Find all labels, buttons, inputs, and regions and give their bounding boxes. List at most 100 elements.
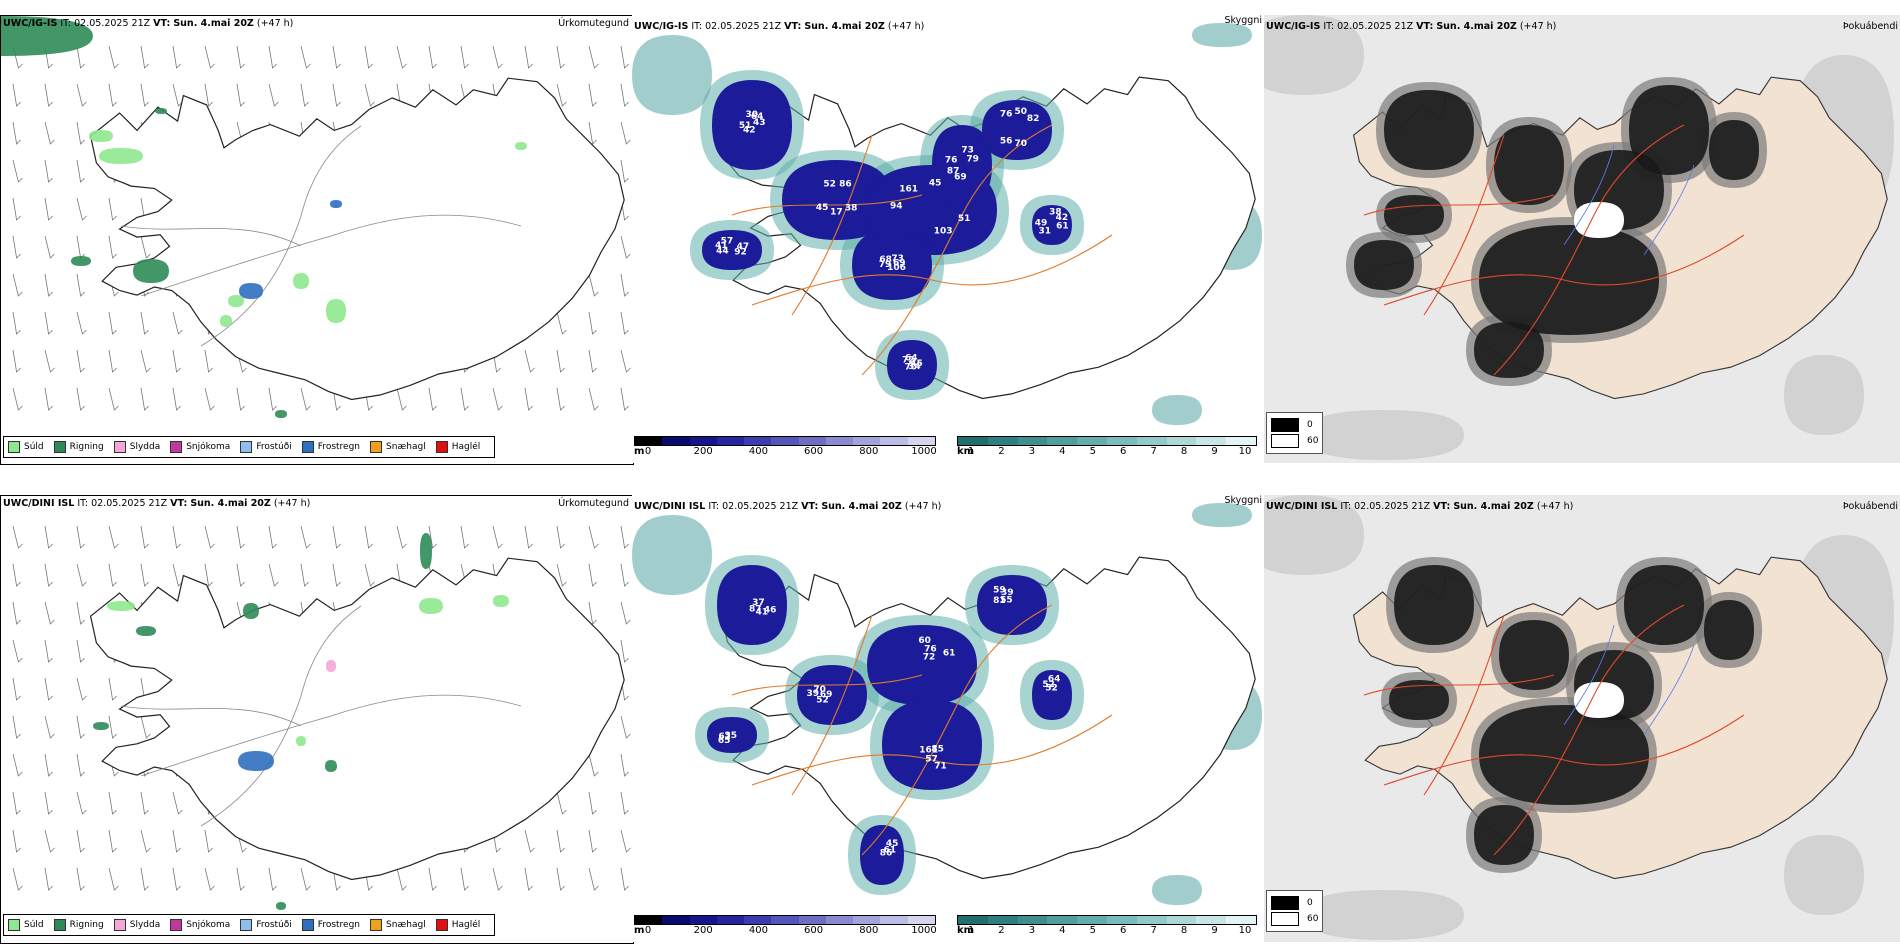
colorbar-step — [1077, 437, 1107, 445]
precip-area — [243, 603, 259, 619]
wind-barb — [620, 311, 629, 335]
wind-barb — [12, 563, 21, 587]
road — [200, 605, 362, 827]
precip-area — [93, 722, 109, 730]
wind-barb — [204, 45, 215, 69]
legend-item: Rigning — [53, 919, 104, 931]
visibility-colorbar: km 1 2 3 4 5 6 7 8 9 10 — [957, 436, 1257, 458]
wind-barb — [76, 867, 85, 891]
cloudbase-value: 44 — [716, 247, 729, 257]
colorbar-tick: 800 — [859, 446, 879, 457]
legend-item: Snæhagl — [370, 441, 426, 453]
wind-barb — [76, 601, 85, 625]
legend-swatch — [435, 919, 448, 931]
wind-barb — [428, 525, 437, 549]
panel-header: UWC/IG-IS IT: 02.05.2025 21Z VT: Sun. 4.… — [634, 21, 924, 32]
wind-barb — [524, 525, 533, 549]
wind-barb — [76, 639, 85, 663]
wind-barb — [76, 197, 87, 221]
wind-barb — [428, 45, 437, 69]
colorbar-step — [635, 916, 663, 924]
cloudbase-value: 56 — [1000, 137, 1013, 147]
wind-barb — [588, 753, 599, 777]
wind-barb — [44, 791, 53, 815]
wind-barb — [204, 525, 215, 549]
cloudbase-value: 76 — [924, 645, 937, 655]
colorbar-step — [1226, 437, 1256, 445]
road — [120, 705, 302, 727]
wind-barb — [332, 867, 341, 891]
wind-barb — [76, 715, 85, 739]
precip-legend: Súld Rigning Slydda Snjókoma Frostúði Frostre… — [3, 436, 496, 458]
colorbar-tick: 400 — [748, 925, 768, 936]
colorbar-step — [825, 916, 854, 924]
colorbar-step — [689, 437, 717, 445]
legend-swatch — [370, 919, 383, 931]
legend-label: Snjókoma — [186, 920, 231, 930]
colorbar-step — [853, 437, 881, 445]
wind-barb — [12, 121, 21, 145]
fog-legend-item: 0 — [1271, 418, 1318, 432]
wind-barb — [588, 563, 597, 587]
road — [861, 124, 1053, 376]
model-name: UWC/DINI ISL — [3, 498, 75, 509]
map-layer — [1, 16, 633, 464]
legend-swatch — [301, 919, 314, 931]
cloudbase-value: 70 — [1015, 139, 1028, 149]
wind-barb — [76, 273, 85, 297]
wind-barb — [556, 387, 565, 411]
wind-barb — [140, 45, 149, 69]
cloudbase-value: 52 — [816, 695, 829, 705]
cloudbase-value: 76 — [945, 156, 958, 166]
colorbar-tick: 8 — [1180, 446, 1188, 457]
wind-barb — [108, 83, 117, 107]
cloudbase-value: 39 — [807, 689, 820, 699]
cloudbase-value: 37 — [752, 598, 765, 608]
roads — [731, 604, 1113, 856]
cloudbase-value: 57 — [721, 237, 734, 247]
panel-header: UWC/DINI ISL IT: 02.05.2025 21Z VT: Sun.… — [3, 498, 310, 509]
colorbar-strip — [634, 915, 936, 925]
colorbar-step — [1106, 916, 1137, 924]
precip-area — [228, 295, 244, 307]
map-layer: 3752608581453552466976715561655241397257… — [632, 495, 1264, 942]
legend-item: Rigning — [53, 441, 104, 453]
wind-barb — [364, 563, 375, 587]
fog-legend: 0 60 — [1266, 890, 1324, 932]
lead-time: (+47 h) — [273, 498, 311, 509]
wind-barb — [524, 349, 535, 373]
wind-barb — [44, 867, 53, 891]
wind-barb — [556, 45, 565, 69]
vt-value: Sun. 4.mai 20Z — [804, 21, 885, 32]
cloudbase-value: 34 — [908, 362, 921, 372]
colorbar-tick: 4 — [1059, 446, 1066, 457]
panel-title: Skyggni — [1224, 495, 1262, 506]
cloudbase-value: 47 — [737, 242, 750, 252]
wind-barb — [364, 45, 373, 69]
cloudbase-value: 55 — [1000, 595, 1013, 605]
model-name: UWC/IG-IS — [634, 21, 689, 32]
cloud-map: 4345451067682705761518610368795664924964… — [632, 15, 1264, 463]
wind-barb — [620, 525, 629, 549]
fog-legend-item: 0 — [1271, 896, 1318, 910]
legend-label: Frostregn — [317, 920, 361, 930]
wind-barb — [44, 639, 53, 663]
wind-barb — [300, 867, 311, 891]
lead-time: (+47 h) — [1519, 21, 1557, 32]
cloudbase-area — [717, 565, 787, 645]
cloudbase-value: 72 — [923, 653, 936, 663]
wind-barb — [236, 45, 245, 69]
wind-barb — [44, 677, 53, 701]
colorbar-step — [1226, 916, 1256, 924]
wind-barb — [12, 311, 21, 335]
vt-label: VT: — [801, 501, 819, 512]
legend-label: Snjókoma — [186, 442, 231, 452]
precip-area — [89, 130, 113, 142]
wind-barb — [12, 273, 23, 297]
legend-item: Súld — [8, 441, 44, 453]
legend-label: Haglél — [451, 920, 481, 930]
wind-barb — [332, 563, 341, 587]
wind-barb — [588, 83, 597, 107]
colorbar-step — [798, 437, 826, 445]
cloudbase-value: 87 — [749, 604, 762, 614]
